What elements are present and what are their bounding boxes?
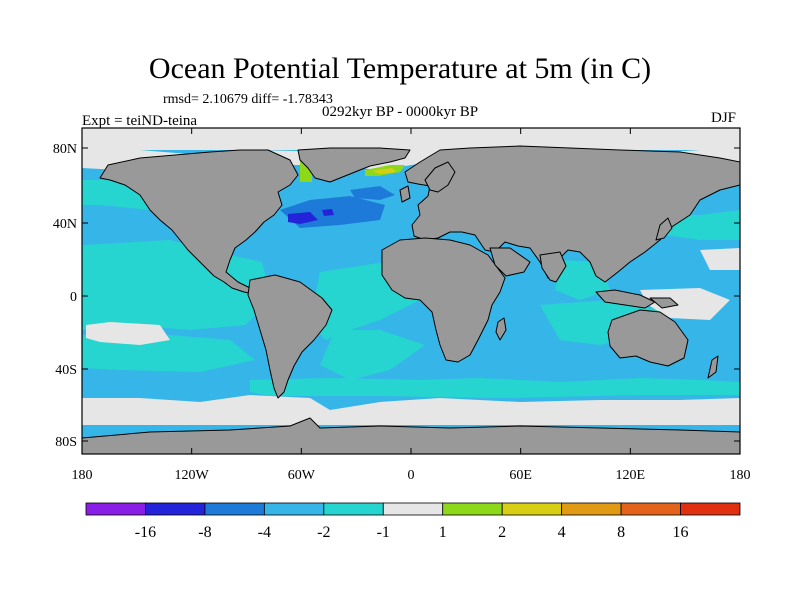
colorbar-swatch	[382, 502, 444, 516]
colorbar-label: -2	[317, 524, 330, 541]
lat-tick-label: 40S	[55, 363, 77, 378]
australia	[607, 309, 689, 367]
colorbar-swatch	[620, 502, 681, 516]
season-label: DJF	[711, 110, 737, 126]
lon-tick-label: 120W	[175, 468, 210, 483]
strong-cold-regions	[288, 209, 334, 224]
indonesia	[595, 289, 656, 309]
south-america	[247, 274, 333, 399]
colorbar-swatch	[145, 502, 206, 516]
colorbar-swatch	[323, 502, 384, 516]
colorbar-swatch	[680, 502, 741, 516]
colorbar-label: -16	[135, 524, 156, 541]
colorbar-swatch	[204, 502, 265, 516]
colorbar-label: -4	[258, 524, 271, 541]
africa	[381, 237, 506, 363]
british-isles	[399, 185, 411, 203]
india	[539, 251, 567, 283]
lat-tick-label: 0	[70, 290, 77, 305]
japan	[655, 217, 673, 241]
arabian-peninsula	[489, 247, 531, 277]
lon-tick-label: 120E	[616, 468, 646, 483]
colorbar-swatch	[442, 502, 503, 516]
madagascar	[495, 317, 507, 341]
lat-tick-label: 80S	[55, 435, 77, 450]
scandinavia	[424, 161, 456, 193]
eurasia	[404, 145, 740, 283]
map-area	[82, 128, 740, 454]
period-label: 0292kyr BP - 0000kyr BP	[322, 104, 479, 120]
colorbar-label: 16	[673, 524, 689, 541]
north-america	[99, 149, 299, 295]
colorbar-label: -8	[198, 524, 211, 541]
colorbar-label: -1	[377, 524, 390, 541]
lon-tick-label: 60W	[288, 468, 316, 483]
map-title: Ocean Potential Temperature at 5m (in C)	[148, 52, 652, 85]
lon-tick-label: 180	[72, 468, 93, 483]
greenland	[297, 147, 411, 183]
land-masses	[82, 145, 740, 454]
lon-tick-label: 180	[730, 468, 751, 483]
lat-tick-label: 40N	[53, 217, 77, 232]
new-guinea	[649, 297, 679, 309]
longitude-ticks: 180 120W 60W 0 60E 120E 180	[72, 128, 751, 483]
colorbar: -16 -8 -4 -2 -1 1 2 4 8 16	[85, 502, 741, 541]
stats-text: rmsd= 2.10679 diff= -1.78343	[163, 92, 333, 107]
new-zealand	[707, 355, 719, 379]
colorbar-label: 8	[617, 524, 625, 541]
lon-tick-label: 0	[408, 468, 415, 483]
colorbar-swatch	[561, 502, 622, 516]
colorbar-label: 2	[498, 524, 506, 541]
antarctica	[82, 417, 740, 454]
experiment-label: Expt = teiND-teina	[82, 113, 198, 129]
lon-tick-label: 60E	[509, 468, 532, 483]
colorbar-swatch	[85, 502, 146, 516]
lat-tick-label: 80N	[53, 142, 77, 157]
colorbar-swatch	[263, 502, 325, 516]
colorbar-label: 1	[439, 524, 447, 541]
colorbar-swatch	[501, 502, 563, 516]
latitude-ticks: 80N 40N 0 40S 80S	[53, 142, 740, 450]
colorbar-label: 4	[558, 524, 566, 541]
